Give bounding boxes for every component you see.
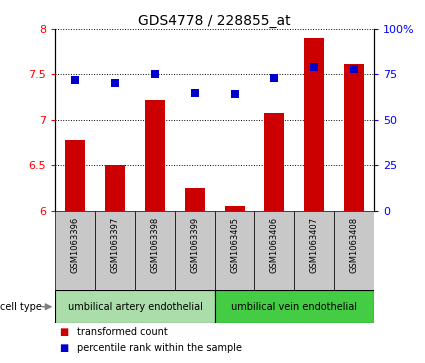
Point bbox=[191, 90, 198, 95]
Bar bbox=[215, 211, 255, 290]
Bar bbox=[175, 211, 215, 290]
Text: GSM1063405: GSM1063405 bbox=[230, 217, 239, 273]
Bar bbox=[145, 100, 165, 211]
Text: GSM1063407: GSM1063407 bbox=[310, 217, 319, 273]
Text: percentile rank within the sample: percentile rank within the sample bbox=[76, 343, 241, 353]
Text: GSM1063406: GSM1063406 bbox=[270, 217, 279, 273]
Bar bbox=[294, 211, 334, 290]
Bar bbox=[304, 38, 324, 211]
Bar bbox=[215, 290, 374, 323]
Text: ■: ■ bbox=[60, 343, 69, 353]
Bar bbox=[224, 206, 244, 211]
Text: ■: ■ bbox=[60, 327, 69, 337]
Bar bbox=[65, 140, 85, 211]
Bar bbox=[55, 290, 215, 323]
Text: GSM1063398: GSM1063398 bbox=[150, 217, 159, 273]
Text: GSM1063397: GSM1063397 bbox=[110, 217, 119, 273]
Bar bbox=[264, 113, 284, 211]
Bar bbox=[95, 211, 135, 290]
Title: GDS4778 / 228855_at: GDS4778 / 228855_at bbox=[138, 14, 291, 28]
Point bbox=[112, 81, 119, 86]
Point bbox=[151, 72, 158, 77]
Bar bbox=[255, 211, 294, 290]
Bar bbox=[334, 211, 374, 290]
Text: GSM1063396: GSM1063396 bbox=[71, 217, 79, 273]
Point bbox=[72, 77, 79, 83]
Bar bbox=[105, 165, 125, 211]
Text: transformed count: transformed count bbox=[76, 327, 167, 337]
Point bbox=[271, 75, 278, 81]
Text: umbilical artery endothelial: umbilical artery endothelial bbox=[68, 302, 202, 312]
Bar bbox=[55, 211, 95, 290]
Text: cell type: cell type bbox=[0, 302, 42, 312]
Text: GSM1063399: GSM1063399 bbox=[190, 217, 199, 273]
Bar bbox=[344, 64, 364, 211]
Point bbox=[311, 64, 317, 70]
Point bbox=[231, 91, 238, 97]
Point bbox=[351, 66, 357, 72]
Bar bbox=[185, 188, 205, 211]
Text: GSM1063408: GSM1063408 bbox=[350, 217, 359, 273]
Text: umbilical vein endothelial: umbilical vein endothelial bbox=[231, 302, 357, 312]
Bar bbox=[135, 211, 175, 290]
